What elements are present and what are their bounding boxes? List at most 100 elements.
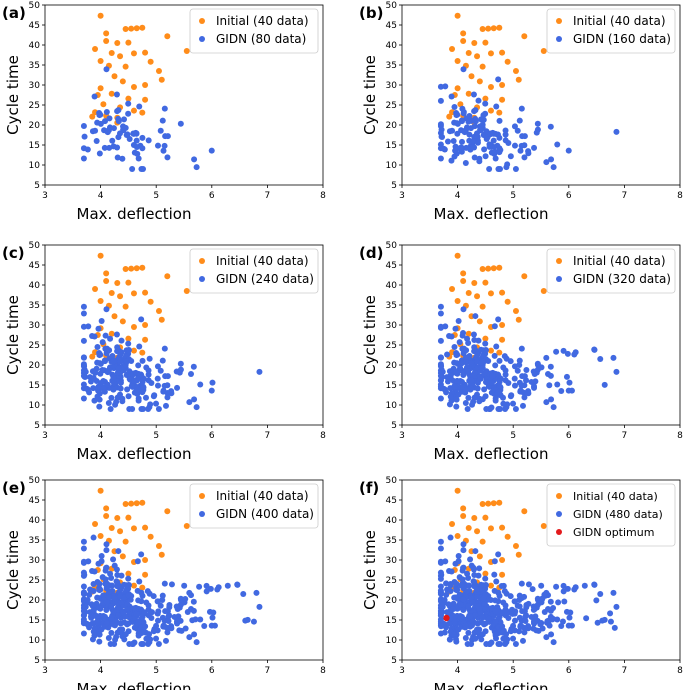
initial-point	[130, 582, 137, 589]
gidn-point	[114, 344, 121, 351]
gidn-point	[528, 613, 535, 620]
x-tick-label: 3	[399, 431, 405, 441]
initial-point	[479, 26, 486, 32]
gidn-point	[457, 614, 464, 621]
gidn-point	[100, 613, 107, 620]
gidn-point	[153, 400, 160, 407]
gidn-point	[611, 624, 618, 631]
gidn-point	[103, 547, 110, 554]
initial-point	[89, 113, 96, 120]
gidn-point	[119, 155, 126, 162]
gidn-point	[471, 337, 478, 344]
gidn-point	[492, 130, 499, 137]
gidn-point	[437, 310, 444, 317]
gidn-point	[110, 374, 117, 381]
initial-point	[108, 90, 115, 97]
y-tick-label: 5	[391, 656, 397, 666]
gidn-point	[138, 641, 145, 647]
initial-point	[122, 26, 129, 32]
gidn-point	[135, 397, 142, 404]
x-tick-label: 5	[153, 431, 159, 441]
gidn-point	[108, 582, 115, 589]
plot-frame	[44, 4, 324, 186]
gidn-point	[437, 97, 444, 104]
y-tick-label: 45	[29, 21, 40, 31]
gidn-point	[446, 620, 453, 627]
gidn-point	[95, 604, 102, 611]
gidn-point	[106, 115, 113, 122]
gidn-point	[481, 146, 488, 153]
legend-entry: GIDN (80 data)	[216, 32, 306, 46]
initial-point	[465, 50, 472, 56]
gidn-point	[165, 613, 172, 620]
gidn-point	[478, 636, 485, 643]
gidn-point	[80, 559, 87, 566]
y-tick-label: 50	[29, 476, 41, 486]
gidn-point	[130, 130, 137, 137]
gidn-point	[91, 397, 98, 404]
initial-point	[490, 25, 497, 32]
gidn-point	[80, 155, 87, 162]
initial-point	[114, 40, 121, 46]
gidn-point	[114, 369, 121, 376]
gidn-point	[464, 588, 471, 595]
legend-marker	[556, 36, 562, 42]
initial-point	[474, 53, 481, 60]
gidn-point	[448, 157, 455, 164]
initial-point	[476, 318, 483, 325]
gidn-point	[472, 611, 479, 618]
gidn-point	[151, 392, 158, 399]
gidn-point	[125, 582, 132, 589]
gidn-point	[164, 382, 171, 389]
gidn-point	[124, 386, 131, 393]
gidn-point	[454, 377, 461, 384]
initial-point	[504, 58, 511, 65]
legend-entry: Initial (40 data)	[573, 14, 666, 28]
initial-point	[128, 265, 135, 272]
gidn-point	[517, 147, 524, 154]
gidn-point	[148, 380, 155, 387]
gidn-point	[468, 360, 475, 367]
gidn-point	[492, 618, 499, 625]
gidn-point	[455, 318, 462, 325]
gidn-point	[591, 581, 598, 588]
x-tick-label: 3	[42, 666, 48, 676]
gidn-point	[193, 164, 200, 171]
initial-point	[504, 298, 511, 305]
gidn-point	[492, 631, 499, 638]
gidn-point	[80, 569, 87, 576]
gidn-point	[96, 587, 103, 594]
gidn-point	[492, 608, 499, 615]
y-tick-label: 20	[29, 121, 41, 131]
gidn-point	[133, 610, 140, 617]
gidn-point	[82, 368, 89, 375]
gidn-point	[581, 582, 588, 589]
y-tick-label: 50	[386, 1, 398, 11]
initial-point	[460, 270, 467, 277]
initial-point	[487, 84, 494, 90]
initial-point	[103, 270, 110, 277]
y-tick-label: 25	[29, 101, 40, 111]
gidn-point	[91, 93, 98, 100]
gidn-point	[482, 340, 489, 347]
gidn-point	[481, 370, 488, 377]
gidn-point	[559, 618, 566, 625]
gidn-point	[108, 574, 115, 581]
gidn-point	[470, 398, 477, 405]
gidn-point	[437, 395, 444, 402]
initial-point	[158, 76, 165, 83]
gidn-point	[105, 594, 112, 601]
legend-entry: GIDN (320 data)	[573, 272, 671, 286]
gidn-point	[541, 608, 548, 615]
initial-point	[122, 63, 129, 70]
initial-point	[499, 289, 506, 296]
gidn-point	[80, 323, 87, 330]
initial-point	[130, 525, 137, 532]
initial-point	[449, 46, 456, 52]
gidn-point	[547, 123, 554, 130]
gidn-point	[190, 598, 197, 605]
gidn-point	[139, 378, 146, 385]
gidn-point	[125, 100, 132, 107]
gidn-point	[113, 398, 120, 405]
gidn-point	[111, 595, 118, 602]
